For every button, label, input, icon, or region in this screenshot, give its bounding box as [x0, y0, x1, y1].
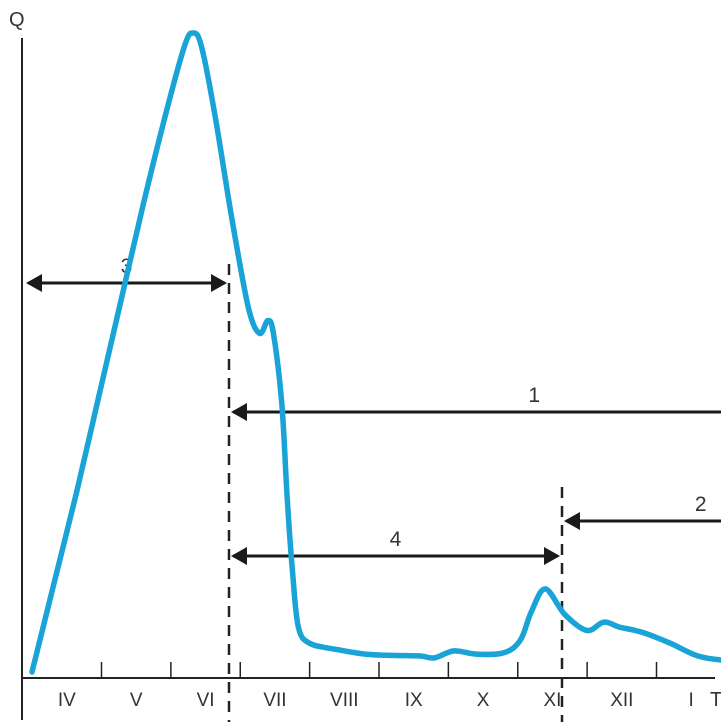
x-axis-label: T — [710, 689, 721, 711]
x-ticks — [100, 662, 658, 678]
arrowhead-left — [564, 512, 580, 530]
arrowhead-left — [231, 547, 247, 565]
month-label: VIII — [330, 690, 359, 711]
month-label: V — [130, 690, 143, 711]
season-boundaries — [227, 264, 564, 722]
month-label: X — [477, 690, 490, 711]
arrowhead-right — [211, 274, 227, 292]
discharge-curve — [29, 30, 721, 675]
interval-label: 2 — [695, 493, 707, 516]
axes: Q T — [9, 9, 721, 720]
month-label: IX — [405, 690, 423, 711]
month-label: I — [689, 690, 694, 711]
month-labels: IVVVIVIIVIIIIXXXIXIIIIIIII — [58, 690, 694, 711]
month-label: XII — [610, 690, 633, 711]
month-label: VII — [263, 690, 286, 711]
month-label: XI — [543, 690, 561, 711]
month-label: IV — [58, 690, 76, 711]
y-axis-label: Q — [9, 9, 25, 31]
interval-label: 1 — [528, 384, 540, 407]
interval-label: 4 — [390, 528, 402, 551]
arrowhead-left — [26, 274, 42, 292]
month-label: VI — [197, 690, 215, 711]
arrowhead-left — [231, 403, 247, 421]
arrowhead-right — [544, 547, 560, 565]
